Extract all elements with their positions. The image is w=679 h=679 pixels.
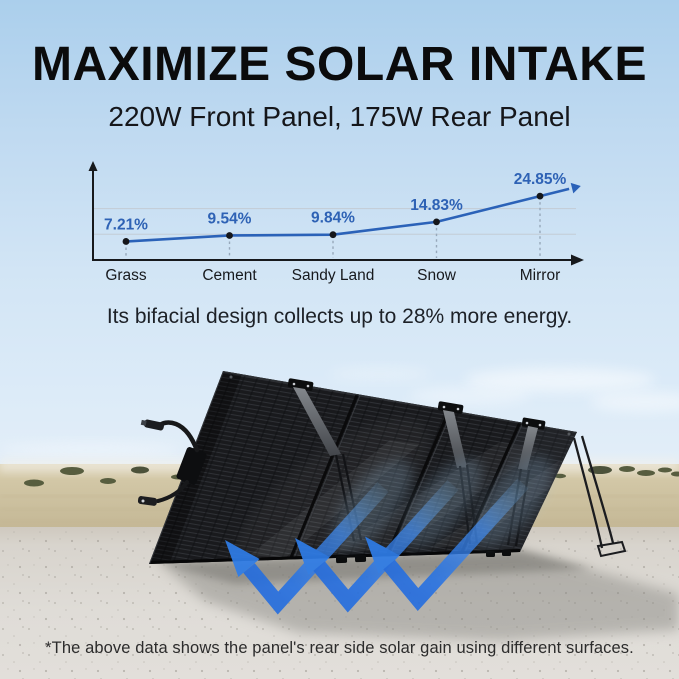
panel-feet	[335, 550, 511, 564]
svg-text:Sandy Land: Sandy Land	[292, 267, 375, 284]
page-title: MAXIMIZE SOLAR INTAKE	[32, 38, 647, 91]
kickstand-wire	[572, 435, 627, 558]
svg-text:9.54%: 9.54%	[208, 210, 252, 227]
bounce-arrow	[295, 458, 482, 613]
surface-gain-chart-svg: 7.21% Grass 9.54% Cement 9.84% Sandy Land 14.8…	[88, 161, 584, 284]
page-subtitle: 220W Front Panel, 175W Rear Panel	[108, 101, 571, 132]
panel-cables	[137, 419, 207, 506]
bifacial-caption: Its bifacial design collects up to 28% m…	[106, 305, 573, 328]
svg-text:24.85%: 24.85%	[514, 171, 567, 188]
svg-text:Cement: Cement	[202, 267, 257, 284]
svg-text:7.21%: 7.21%	[104, 216, 148, 233]
svg-text:Mirror: Mirror	[520, 267, 560, 284]
footnote: *The above data shows the panel's rear s…	[45, 639, 634, 657]
svg-text:14.83%: 14.83%	[410, 197, 463, 214]
svg-text:Snow: Snow	[417, 267, 457, 284]
bounce-arrow	[365, 456, 552, 611]
reflection-arrows	[225, 456, 552, 615]
bounce-arrow	[225, 460, 412, 615]
surface-gain-chart: 7.21% Grass 9.54% Cement 9.84% Sandy Land 14.8…	[70, 158, 610, 290]
clouds	[0, 367, 679, 458]
photo-illustration	[0, 367, 679, 679]
svg-text:Grass: Grass	[105, 267, 147, 284]
svg-text:9.84%: 9.84%	[311, 210, 355, 227]
